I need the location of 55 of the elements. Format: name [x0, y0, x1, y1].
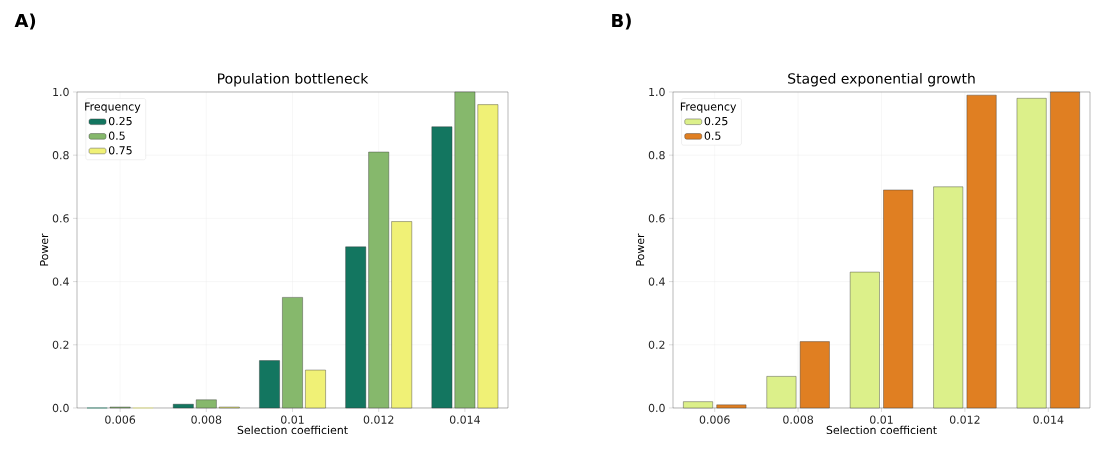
x-tick-label: 0.01 — [281, 415, 304, 424]
y-tick-label: 1.0 — [649, 87, 665, 97]
x-tick-label: 0.014 — [449, 415, 480, 424]
x-tick-label: 0.012 — [949, 415, 980, 424]
y-tick-label: 0.2 — [648, 340, 665, 349]
legend-label: 0.75 — [108, 146, 132, 155]
x-tick-label: 0.008 — [783, 415, 814, 424]
y-tick-label: 0.2 — [52, 340, 69, 349]
bar — [259, 360, 280, 409]
bar — [1016, 98, 1047, 409]
text: B) — [612, 13, 631, 30]
legend-label: 0.5 — [108, 131, 125, 140]
y-tick-label: 0.4 — [52, 277, 69, 286]
y-tick-label: 0.0 — [648, 403, 665, 413]
bar — [716, 404, 747, 409]
bar — [883, 189, 914, 409]
bar — [1050, 91, 1080, 409]
legend-title: Frequency — [680, 102, 737, 113]
legend-label: 0.25 — [704, 116, 728, 126]
y-tick-label: 0.6 — [648, 214, 665, 223]
bar — [368, 151, 390, 409]
bar — [933, 186, 964, 409]
x-axis-title: Selection coefficient — [826, 425, 937, 435]
legend-title: Frequency — [85, 102, 141, 113]
x-tick-label: 0.01 — [870, 415, 893, 424]
x-tick-label: 0.012 — [363, 415, 394, 424]
x-tick-label: 0.008 — [191, 415, 222, 424]
bar — [391, 221, 413, 409]
bar — [282, 297, 303, 409]
bar — [173, 403, 194, 409]
y-tick-label: 0.4 — [648, 277, 665, 286]
x-tick-label: 0.006 — [699, 415, 730, 424]
legend-label: 0.5 — [704, 131, 721, 140]
chart-title: Population bottleneck — [218, 72, 369, 87]
bar — [305, 369, 326, 409]
bar — [683, 401, 713, 409]
legend-label: 0.25 — [108, 116, 132, 126]
text: A) — [14, 13, 36, 30]
y-tick-label: 0.8 — [648, 151, 665, 160]
x-tick-label: 0.014 — [1033, 415, 1064, 424]
bar — [799, 341, 830, 409]
y-axis-title: Power — [40, 233, 49, 266]
bar — [966, 94, 997, 409]
y-tick-label: 0.0 — [52, 403, 69, 413]
bar — [196, 399, 217, 409]
y-tick-label: 0.6 — [52, 214, 69, 223]
bar — [766, 376, 797, 409]
y-tick-label: 0.8 — [52, 151, 69, 160]
bar — [849, 271, 880, 409]
x-axis-title: Selection coefficient — [237, 425, 348, 435]
x-tick-label: 0.006 — [105, 415, 136, 424]
chart-title: Staged exponential growth — [788, 72, 975, 87]
y-tick-label: 1.0 — [53, 87, 69, 97]
y-axis-title: Power — [636, 233, 645, 266]
bar — [345, 246, 367, 409]
